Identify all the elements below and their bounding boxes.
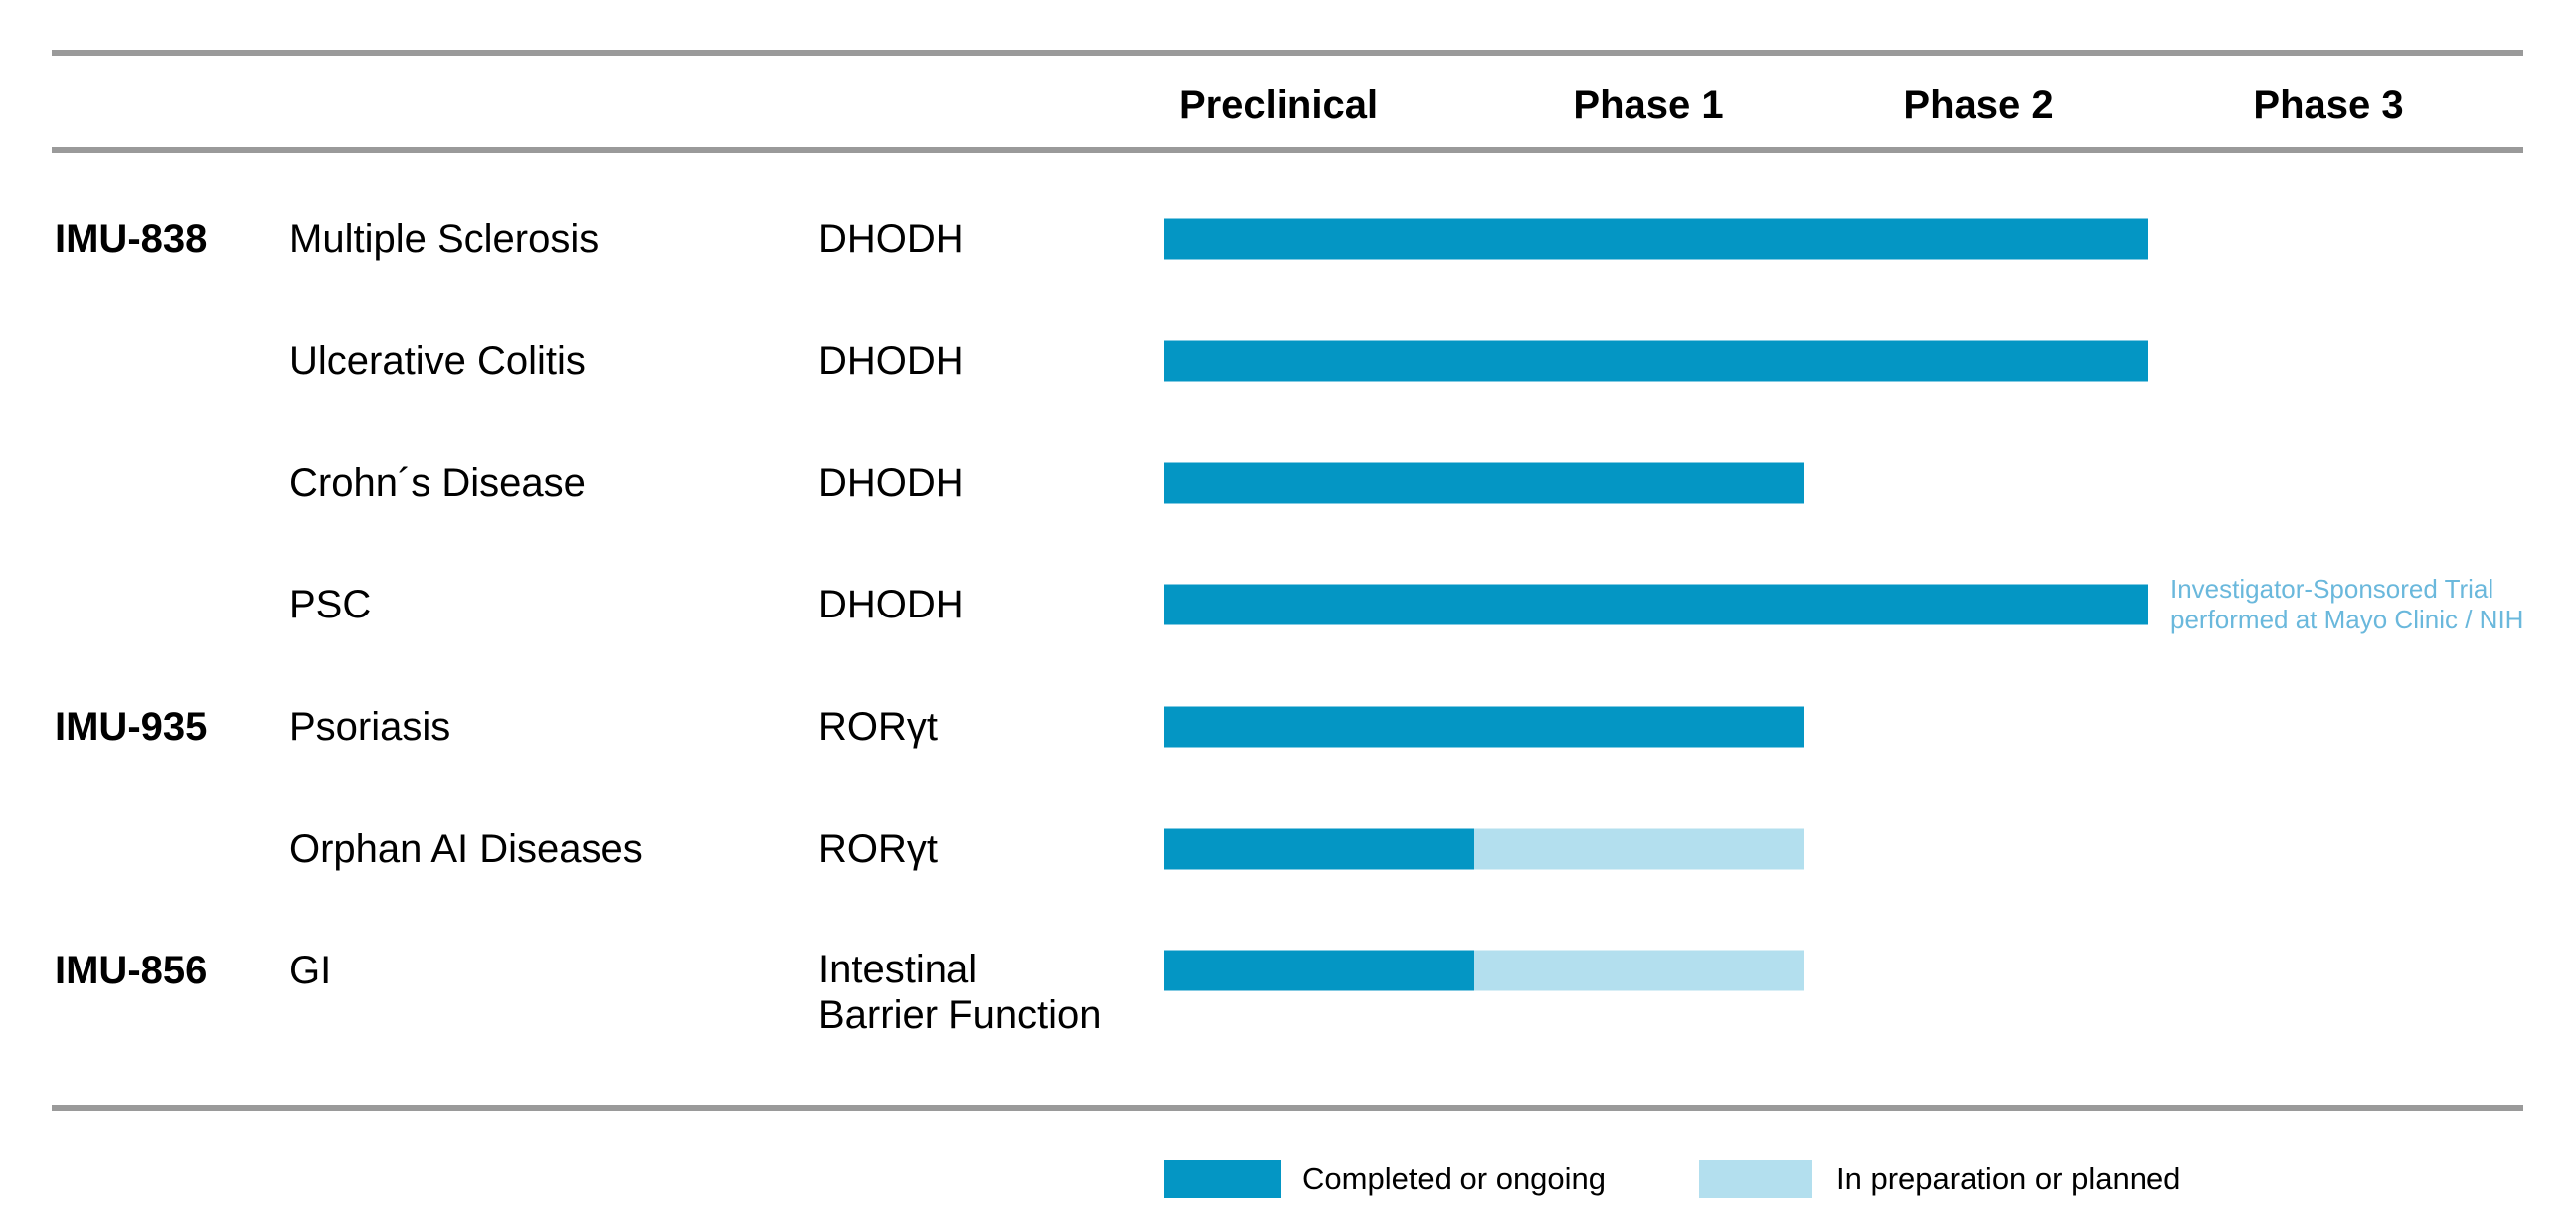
completed-bar <box>1164 340 2148 382</box>
target-label: RORγt <box>818 705 938 750</box>
table-row: IMU-838 Multiple Sclerosis DHODH <box>0 178 2576 300</box>
legend-label-planned: In preparation or planned <box>1836 1161 2181 1196</box>
pipeline-rows: IMU-838 Multiple Sclerosis DHODH Ulcerat… <box>0 178 2576 1037</box>
table-row: PSC DHODH Investigator-Sponsored Trial p… <box>0 544 2576 666</box>
table-row: IMU-856 GI Intestinal Barrier Function <box>0 910 2576 1037</box>
completed-bar <box>1164 584 2148 625</box>
completed-bar <box>1164 706 1804 748</box>
indication-label: PSC <box>289 583 372 627</box>
completed-bar <box>1164 950 1474 991</box>
top-rule <box>52 50 2523 56</box>
indication-label: Psoriasis <box>289 705 451 750</box>
program-label: IMU-935 <box>55 705 208 750</box>
legend-label-completed: Completed or ongoing <box>1302 1161 1607 1196</box>
phase-header-phase2: Phase 2 <box>1903 84 2054 127</box>
planned-bar <box>1474 828 1804 870</box>
indication-label: GI <box>289 949 332 993</box>
phase-header-preclinical: Preclinical <box>1178 84 1379 127</box>
phase-header-row: Preclinical Phase 1 Phase 2 Phase 3 <box>0 86 2576 125</box>
table-row: IMU-935 Psoriasis RORγt <box>0 666 2576 789</box>
indication-label: Multiple Sclerosis <box>289 217 600 262</box>
program-label: IMU-856 <box>55 949 208 993</box>
target-label: RORγt <box>818 826 938 871</box>
investigator-trial-note: Investigator-Sponsored Trial performed a… <box>2170 574 2523 635</box>
target-label: Intestinal Barrier Function <box>818 947 1102 1038</box>
target-label: DHODH <box>818 583 964 627</box>
completed-bar <box>1164 828 1474 870</box>
target-label: DHODH <box>818 339 964 384</box>
note-line-2: performed at Mayo Clinic / NIH <box>2170 605 2524 635</box>
target-label: DHODH <box>818 460 964 505</box>
indication-label: Orphan AI Diseases <box>289 826 643 871</box>
legend-swatch-completed <box>1164 1160 1281 1198</box>
header-divider-rule <box>52 147 2523 153</box>
table-row: Ulcerative Colitis DHODH <box>0 300 2576 423</box>
note-line-1: Investigator-Sponsored Trial <box>2170 574 2494 605</box>
target-line-2: Barrier Function <box>818 993 1102 1038</box>
target-line-1: Intestinal <box>818 948 978 992</box>
completed-bar <box>1164 462 1804 504</box>
bottom-rule <box>52 1105 2523 1111</box>
phase-header-phase3: Phase 3 <box>2253 84 2404 127</box>
legend-swatch-planned <box>1699 1160 1812 1198</box>
target-label: DHODH <box>818 217 964 262</box>
program-label: IMU-838 <box>55 217 208 262</box>
indication-label: Ulcerative Colitis <box>289 339 586 384</box>
table-row: Orphan AI Diseases RORγt <box>0 788 2576 910</box>
indication-label: Crohn´s Disease <box>289 460 586 505</box>
planned-bar <box>1474 950 1804 991</box>
table-row: Crohn´s Disease DHODH <box>0 422 2576 544</box>
legend: Completed or ongoing In preparation or p… <box>0 1160 2576 1198</box>
phase-header-phase1: Phase 1 <box>1573 84 1724 127</box>
completed-bar <box>1164 218 2148 260</box>
